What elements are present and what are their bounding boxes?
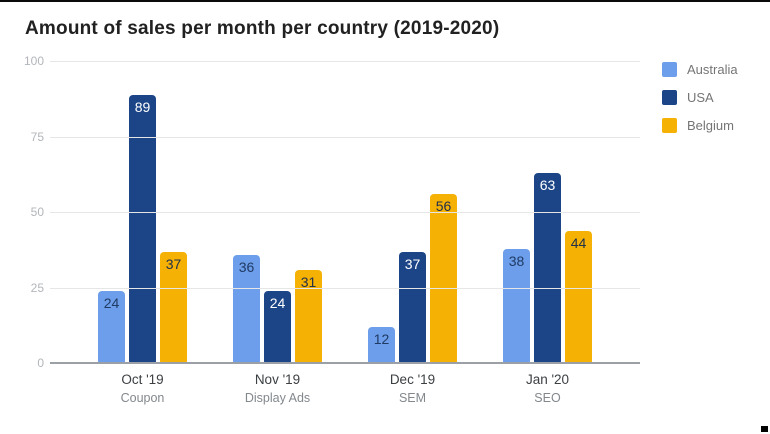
bar-usa-jan-20: 63 <box>534 173 561 363</box>
legend-item-usa: USA <box>662 90 738 105</box>
x-slot-nov-19: Nov '19 Display Ads <box>210 372 345 405</box>
legend-item-belgium: Belgium <box>662 118 738 133</box>
bar-group-jan-20: 38 63 44 <box>480 62 615 363</box>
bar-value-label: 89 <box>134 99 151 116</box>
x-channel-label: Display Ads <box>244 391 311 405</box>
bar-value-label: 44 <box>570 234 587 251</box>
legend-swatch-australia <box>662 62 677 77</box>
chart-title: Amount of sales per month per country (2… <box>25 18 500 39</box>
bar-usa-nov-19: 24 <box>264 290 291 363</box>
y-tick-label-25: 25 <box>30 280 44 295</box>
bar-value-label: 37 <box>165 255 182 272</box>
legend-label: Australia <box>687 62 738 77</box>
bar-value-label: 38 <box>508 252 525 269</box>
x-channel-label: SEM <box>398 391 427 405</box>
bar-usa-dec-19: 37 <box>399 251 426 363</box>
x-axis-labels: Oct '19 Coupon Nov '19 Display Ads Dec '19 SE… <box>75 372 615 405</box>
legend-label: Belgium <box>687 118 734 133</box>
legend-swatch-belgium <box>662 118 677 133</box>
x-slot-oct-19: Oct '19 Coupon <box>75 372 210 405</box>
bar-value-label: 37 <box>404 255 421 272</box>
bar-belgium-nov-19: 31 <box>295 269 322 363</box>
gridline-100 <box>50 61 640 62</box>
bar-value-label: 31 <box>300 273 317 290</box>
bar-value-label: 24 <box>269 294 286 311</box>
gridline-25 <box>50 287 640 289</box>
bar-value-label: 36 <box>238 258 255 275</box>
bar-group-nov-19: 36 24 31 <box>210 62 345 363</box>
x-axis-line <box>50 362 640 364</box>
legend: Australia USA Belgium <box>662 62 738 133</box>
gridline-50 <box>50 212 640 213</box>
bar-value-label: 24 <box>103 294 120 311</box>
bar-belgium-oct-19: 37 <box>160 251 187 363</box>
bars-row: 24 89 37 36 24 31 12 37 56 38 63 44 <box>75 62 615 363</box>
x-channel-label: Coupon <box>120 391 165 405</box>
bar-belgium-jan-20: 44 <box>565 230 592 363</box>
x-month-label: Dec '19 <box>389 372 436 387</box>
bar-group-dec-19: 12 37 56 <box>345 62 480 363</box>
bar-value-label: 12 <box>373 330 390 347</box>
bar-value-label: 63 <box>539 177 556 194</box>
x-month-label: Jan '20 <box>525 372 570 387</box>
legend-swatch-usa <box>662 90 677 105</box>
y-tick-label-75: 75 <box>30 129 44 144</box>
bar-australia-oct-19: 24 <box>98 290 125 363</box>
y-tick-label-100: 100 <box>23 54 44 68</box>
legend-label: USA <box>687 90 714 105</box>
x-month-label: Nov '19 <box>254 372 301 387</box>
corner-artifact <box>761 426 768 432</box>
y-tick-label-0: 0 <box>37 356 44 370</box>
y-tick-label-50: 50 <box>30 205 44 219</box>
window-top-border <box>0 0 770 2</box>
plot-area: 24 89 37 36 24 31 12 37 56 38 63 44 <box>50 61 640 364</box>
bar-group-oct-19: 24 89 37 <box>75 62 210 363</box>
bar-australia-dec-19: 12 <box>368 326 395 363</box>
bar-belgium-dec-19: 56 <box>430 194 457 363</box>
bar-value-label: 56 <box>435 198 452 215</box>
bar-australia-nov-19: 36 <box>233 254 260 363</box>
gridline-75 <box>50 136 640 138</box>
x-slot-jan-20: Jan '20 SEO <box>480 372 615 405</box>
x-channel-label: SEO <box>534 391 561 405</box>
x-slot-dec-19: Dec '19 SEM <box>345 372 480 405</box>
bar-australia-jan-20: 38 <box>503 248 530 363</box>
x-month-label: Oct '19 <box>121 372 164 387</box>
bar-usa-oct-19: 89 <box>129 95 156 363</box>
legend-item-australia: Australia <box>662 62 738 77</box>
